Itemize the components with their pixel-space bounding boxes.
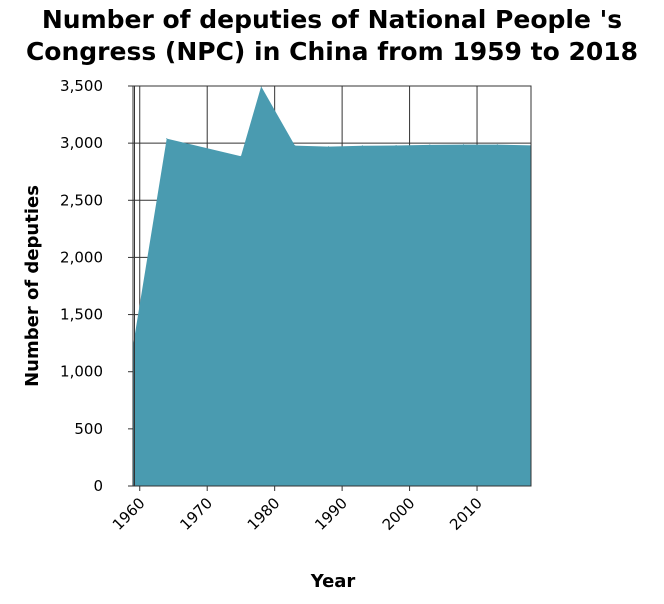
y-tick-label: 3,000 (60, 134, 103, 152)
y-tick-label: 2,000 (60, 248, 103, 266)
y-tick-label: 1,000 (60, 363, 103, 381)
x-tick-label: 2000 (379, 494, 419, 534)
x-tick-label: 1960 (109, 494, 149, 534)
data-point (496, 144, 498, 146)
data-point (395, 145, 397, 147)
chart-title-line-2: Congress (NPC) in China from 1959 to 201… (26, 37, 638, 66)
data-point (429, 144, 431, 146)
y-tick-label: 0 (93, 477, 103, 495)
y-tick-label: 3,500 (60, 77, 103, 95)
y-tick-label: 1,500 (60, 306, 103, 324)
data-point (294, 145, 296, 147)
data-point (240, 155, 242, 157)
data-point (463, 144, 465, 146)
area-series (132, 85, 532, 486)
y-axis-label: Number of deputies (22, 185, 43, 387)
x-tick-label: 1980 (244, 494, 284, 534)
y-tick-labels: 0 500 1,000 1,500 2,000 2,500 3,000 3,500 (60, 77, 103, 495)
data-point (166, 138, 168, 140)
chart-title-line-1: Number of deputies of National People 's (42, 5, 622, 34)
area-fill (133, 86, 531, 486)
x-axis-label: Year (310, 571, 356, 592)
x-tick-labels: 1960 1970 1980 1990 2000 2010 (109, 494, 486, 534)
data-point (328, 146, 330, 148)
y-tick-label: 2,500 (60, 191, 103, 209)
x-tick-label: 1970 (176, 494, 216, 534)
plot-frame (132, 85, 532, 487)
y-tick-label: 500 (74, 420, 103, 438)
x-tick-label: 1990 (311, 494, 351, 534)
x-tick-label: 2010 (446, 494, 486, 534)
data-point (361, 145, 363, 147)
